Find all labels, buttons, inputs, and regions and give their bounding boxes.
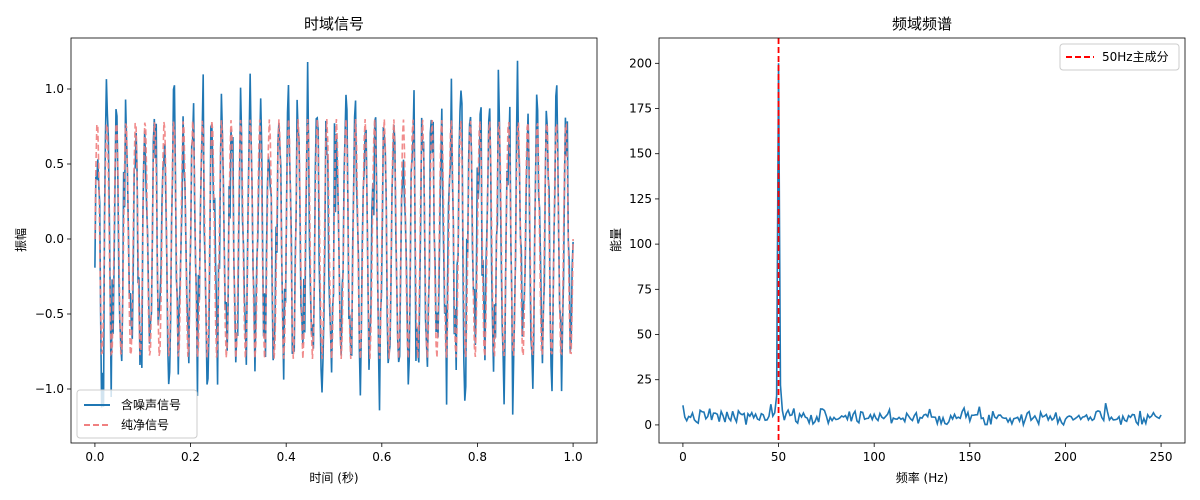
time-domain-title: 时域信号	[304, 15, 364, 33]
time-domain-xtick-label: 0.8	[468, 450, 487, 464]
time-domain-frame	[70, 37, 598, 444]
frequency-domain-ytick-label: 175	[629, 102, 652, 116]
time-domain-xlabel: 时间 (秒)	[309, 471, 358, 485]
frequency-domain-ytick-label: 0	[644, 418, 652, 432]
time-domain-ytick-label: 0.5	[45, 157, 64, 171]
frequency-domain-ytick-label: 50	[637, 328, 652, 342]
time-domain-ytick-label: 0.0	[45, 232, 64, 246]
frequency-domain-panel: 频域频谱 频率 (Hz) 能量 0 50 100 150 200 250 0 25 50 75 10…	[609, 15, 1186, 485]
frequency-domain-ytick-label: 200	[629, 56, 652, 70]
frequency-domain-ticks: 0 50 100 150 200 250 0 25 50 75 100 125 150 175 200	[629, 56, 1172, 464]
frequency-domain-xtick-label: 0	[679, 450, 687, 464]
time-domain-plot-area	[70, 37, 598, 444]
time-domain-ylabel: 振幅	[13, 228, 28, 252]
time-domain-panel: 时域信号 时间 (秒) 振幅 0.0 0.2 0.4 0.6 0.8 1.01.00.50…	[13, 15, 598, 485]
frequency-domain-plot-area	[658, 37, 1186, 444]
time-domain-ticks: 0.0 0.2 0.4 0.6 0.8 1.0 1.0 0.5 0.0 −0.5 −1.0	[35, 82, 583, 464]
frequency-domain-ytick-label: 150	[629, 147, 652, 161]
frequency-domain-title: 频域频谱	[892, 15, 952, 33]
time-domain-xtick-label: 0.2	[181, 450, 200, 464]
clean-signal-line	[94, 118, 574, 360]
frequency-domain-xtick-label: 100	[863, 450, 886, 464]
legend-clean-label: 纯净信号	[121, 418, 169, 432]
time-domain-xtick-label: 0.0	[85, 450, 104, 464]
frequency-domain-legend-box	[1059, 43, 1180, 71]
frequency-domain-xtick-label: 250	[1150, 450, 1173, 464]
frequency-domain-frame	[658, 37, 1186, 444]
frequency-domain-ytick-label: 125	[629, 192, 652, 206]
time-domain-xtick-label: 0.6	[372, 450, 391, 464]
frequency-domain-ylabel: 能量	[609, 228, 623, 252]
time-domain-xtick-label: 0.4	[277, 450, 296, 464]
time-domain-ytick-label: −1.0	[35, 382, 64, 396]
frequency-domain-xlabel: 频率 (Hz)	[896, 470, 949, 485]
time-domain-xtick-label: 1.0	[564, 450, 583, 464]
spectrum-line	[682, 63, 1162, 428]
legend-50hz-label: 50Hz主成分	[1102, 50, 1169, 64]
frequency-domain-ytick-label: 75	[637, 282, 652, 296]
time-domain-ytick-label: 1.0	[45, 82, 64, 96]
time-domain-legend: 含噪声信号 纯净信号	[76, 389, 198, 439]
frequency-domain-ytick-label: 25	[637, 373, 652, 387]
frequency-domain-xtick-label: 50	[771, 450, 786, 464]
frequency-domain-legend: 50Hz主成分	[1059, 43, 1180, 71]
time-domain-ytick-label: −0.5	[35, 307, 64, 321]
legend-noisy-label: 含噪声信号	[121, 397, 181, 412]
frequency-domain-xtick-label: 150	[958, 450, 981, 464]
frequency-domain-xtick-label: 200	[1054, 450, 1077, 464]
frequency-domain-ytick-label: 100	[629, 237, 652, 251]
